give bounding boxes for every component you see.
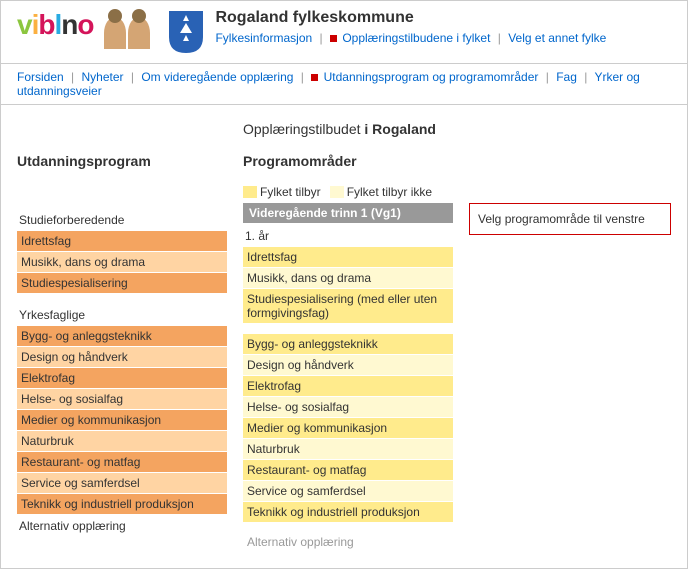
list-item[interactable]: Restaurant- og matfag [243,460,453,480]
list-item[interactable]: Idrettsfag [243,247,453,267]
people-image [97,9,157,49]
page: viblno Rogaland fylkeskommune Fylkesinfo… [0,0,688,569]
red-marker-icon [311,74,318,81]
red-marker-icon [330,35,337,42]
nav-omvid[interactable]: Om videregående opplæring [141,70,293,84]
list-item[interactable]: Medier og kommunikasjon [243,418,453,438]
list-item[interactable]: Design og håndverk [243,355,453,375]
list-item[interactable]: Naturbruk [17,431,227,451]
col-mid: Opplæringstilbudet i Rogaland Programomr… [243,121,453,552]
separator: | [498,31,501,45]
content: Utdanningsprogram Studieforberedende Idr… [1,105,687,568]
list-item[interactable]: Helse- og sosialfag [243,397,453,417]
link-oppl[interactable]: Opplæringstilbudene i fylket [342,31,490,45]
header-text: Rogaland fylkeskommune Fylkesinformasjon… [215,9,671,45]
left-title: Utdanningsprogram [17,153,227,169]
header: viblno Rogaland fylkeskommune Fylkesinfo… [1,1,687,63]
link-fylkesinfo[interactable]: Fylkesinformasjon [215,31,312,45]
list-item[interactable]: Service og samferdsel [243,481,453,501]
info-box: Velg programområde til venstre [469,203,671,235]
list-item[interactable]: Idrettsfag [17,231,227,251]
nav-forsiden[interactable]: Forsiden [17,70,64,84]
list-item[interactable]: Elektrofag [243,376,453,396]
page-title-pre: Opplæringstilbudet [243,121,364,137]
list-item[interactable]: Elektrofag [17,368,227,388]
nav-nyheter[interactable]: Nyheter [82,70,124,84]
list-item[interactable]: Helse- og sosialfag [17,389,227,409]
legend-notoffered: Fylket tilbyr ikke [347,185,432,199]
mid-title: Programområder [243,153,453,169]
list-item[interactable]: Bygg- og anleggsteknikk [17,326,227,346]
link-velg[interactable]: Velg et annet fylke [508,31,606,45]
swatch-offered-icon [243,186,257,198]
nav: Forsiden | Nyheter | Om videregående opp… [1,63,687,105]
list-item[interactable]: Bygg- og anleggsteknikk [243,334,453,354]
col-right: Velg programområde til venstre [469,121,671,552]
list-item[interactable]: Medier og kommunikasjon [17,410,227,430]
legend: Fylket tilbyr Fylket tilbyr ikke [243,185,453,199]
list-item[interactable]: Restaurant- og matfag [17,452,227,472]
crest-icon [167,9,205,55]
header-title: Rogaland fylkeskommune [215,9,671,27]
group-label: Alternativ opplæring [17,515,227,537]
list-item[interactable]: Naturbruk [243,439,453,459]
page-title: Opplæringstilbudet i Rogaland [243,121,453,137]
list-item[interactable]: Service og samferdsel [17,473,227,493]
group-label: Studieforberedende [17,209,227,231]
nav-fag[interactable]: Fag [556,70,577,84]
nav-utdprog[interactable]: Utdanningsprogram og programområder [324,70,539,84]
group-label: Yrkesfaglige [17,304,227,326]
list-item[interactable]: Musikk, dans og drama [17,252,227,272]
vg-header: Videregående trinn 1 (Vg1) [243,203,453,223]
header-links: Fylkesinformasjon | Opplæringstilbudene … [215,31,671,45]
list-item[interactable]: Teknikk og industriell produksjon [243,502,453,522]
list-item[interactable]: Studiespesialisering [17,273,227,293]
col-left: Utdanningsprogram Studieforberedende Idr… [17,121,227,552]
page-title-region: i Rogaland [364,121,436,137]
year-label: 1. år [243,225,453,247]
list-item[interactable]: Studiespesialisering (med eller uten for… [243,289,453,323]
list-item[interactable]: Teknikk og industriell produksjon [17,494,227,514]
swatch-notoffered-icon [330,186,344,198]
list-item[interactable]: Design og håndverk [17,347,227,367]
legend-offered: Fylket tilbyr [260,185,321,199]
list-item[interactable]: Musikk, dans og drama [243,268,453,288]
logo[interactable]: viblno [17,9,93,41]
alt-opplaring: Alternativ opplæring [243,532,453,552]
separator: | [320,31,323,45]
